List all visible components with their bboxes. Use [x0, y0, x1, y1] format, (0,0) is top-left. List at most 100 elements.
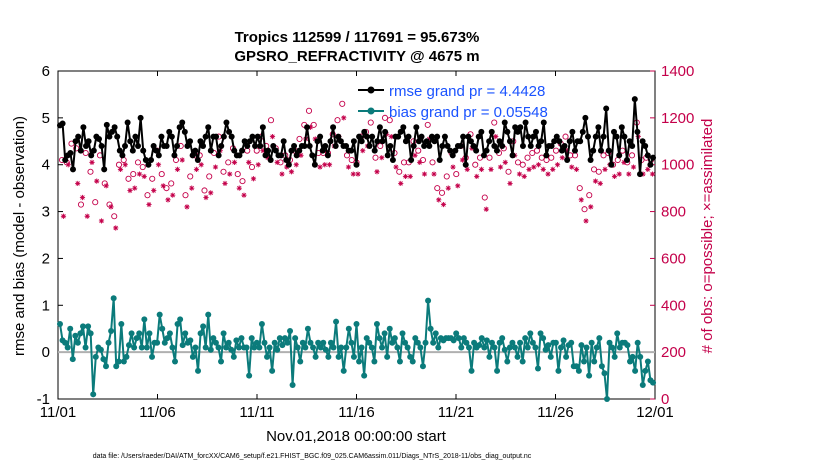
rmse-point: [644, 152, 651, 159]
rmse-point: [90, 147, 97, 154]
rmse-point: [239, 147, 246, 154]
rmse-point: [384, 152, 391, 159]
rmse-point: [135, 142, 142, 149]
rmse-point: [618, 124, 625, 131]
possible-obs-marker: [267, 117, 275, 124]
x-tick-label: 11/01: [40, 404, 76, 421]
possible-obs-marker: [505, 168, 512, 175]
rmse-point: [501, 119, 508, 126]
rmse-point: [566, 138, 573, 145]
bias-point: [527, 330, 534, 337]
y2-tick-label: 800: [661, 204, 686, 221]
rmse-point: [317, 133, 324, 140]
assimilated-obs-marker: [146, 201, 152, 208]
rmse-point: [311, 161, 318, 168]
y2-tick-label: 1000: [661, 157, 694, 174]
bias-point: [350, 353, 357, 360]
bias-point: [511, 344, 518, 351]
assimilated-obs-marker: [151, 187, 157, 194]
legend-bias-label: bias grand pr = 0.05548: [389, 104, 548, 121]
possible-obs-marker: [130, 171, 137, 178]
possible-obs-marker: [415, 147, 422, 154]
bias-point: [353, 321, 360, 328]
rmse-point: [369, 133, 376, 140]
rmse-point: [127, 138, 134, 145]
rmse-point: [77, 147, 84, 154]
assimilated-obs-marker: [293, 162, 299, 168]
assimilated-obs-marker: [445, 185, 451, 191]
rmse-point: [452, 147, 459, 154]
rmse-point: [540, 119, 547, 126]
bias-point: [483, 337, 490, 344]
assimilated-obs-marker: [564, 148, 570, 154]
rmse-point: [449, 152, 456, 159]
y-tick-label: 1: [42, 297, 50, 314]
rmse-point: [296, 147, 303, 154]
rmse-point: [418, 133, 425, 140]
rmse-point: [194, 157, 201, 164]
bias-point: [143, 344, 150, 351]
bias-point: [637, 353, 644, 360]
rmse-point: [184, 142, 191, 149]
assimilated-obs-marker: [407, 173, 413, 180]
rmse-point: [301, 142, 308, 149]
bias-point: [261, 339, 268, 346]
assimilated-obs-marker: [89, 159, 95, 165]
assimilated-obs-marker: [265, 155, 271, 161]
assimilated-obs-marker: [122, 162, 128, 168]
rmse-point: [538, 138, 545, 145]
y2-tick-label: 1200: [661, 110, 694, 127]
y2-axis-label: # of obs: o=possible; ×=assimilated: [699, 119, 716, 354]
possible-obs-marker: [386, 117, 393, 124]
assimilated-obs-marker: [478, 166, 485, 172]
assimilated-obs-marker: [179, 157, 185, 163]
bias-point: [578, 342, 585, 349]
rmse-point: [460, 133, 467, 140]
rmse-point: [106, 133, 113, 140]
bias-point: [396, 358, 403, 365]
possible-obs-marker: [367, 119, 374, 126]
possible-obs-marker: [82, 149, 89, 157]
assimilated-obs-marker: [388, 134, 394, 140]
assimilated-obs-marker: [412, 152, 418, 158]
bias-point: [609, 344, 616, 351]
rmse-point: [361, 128, 368, 135]
bias-point: [478, 335, 485, 342]
bias-point: [315, 339, 322, 346]
possible-obs-marker: [443, 173, 450, 180]
rmse-point: [163, 142, 170, 149]
possible-obs-marker: [581, 206, 588, 213]
rmse-point: [223, 119, 230, 126]
possible-obs-marker: [377, 142, 384, 150]
bias-point: [225, 339, 232, 346]
rmse-point: [629, 142, 636, 149]
assimilated-obs-marker: [75, 180, 81, 187]
bias-point: [386, 325, 393, 332]
x-tick-label: 11/21: [438, 404, 474, 421]
rmse-point: [353, 161, 360, 168]
rmse-point: [293, 152, 300, 159]
rmse-point: [535, 142, 542, 149]
rmse-point: [88, 152, 95, 159]
rmse-point: [590, 147, 597, 154]
x-axis-label: Nov.01,2018 00:00:00 start: [266, 428, 447, 445]
assimilated-obs-marker: [269, 134, 276, 140]
bias-point: [542, 346, 549, 353]
bias-point: [348, 339, 355, 346]
bias-point: [650, 379, 657, 386]
bias-point: [435, 344, 442, 351]
bias-point: [453, 330, 460, 337]
bias-point: [499, 335, 506, 342]
rmse-point: [259, 124, 266, 131]
bias-point: [235, 344, 242, 351]
bias-point: [524, 344, 531, 351]
bias-point: [195, 367, 202, 374]
rmse-point: [436, 157, 443, 164]
bias-point: [468, 367, 475, 374]
assimilated-obs-marker: [222, 180, 228, 187]
bias-point: [141, 316, 148, 323]
assimilated-obs-marker: [516, 171, 523, 177]
bias-point: [371, 358, 378, 365]
possible-obs-marker: [87, 168, 94, 175]
possible-obs-marker: [472, 161, 479, 168]
